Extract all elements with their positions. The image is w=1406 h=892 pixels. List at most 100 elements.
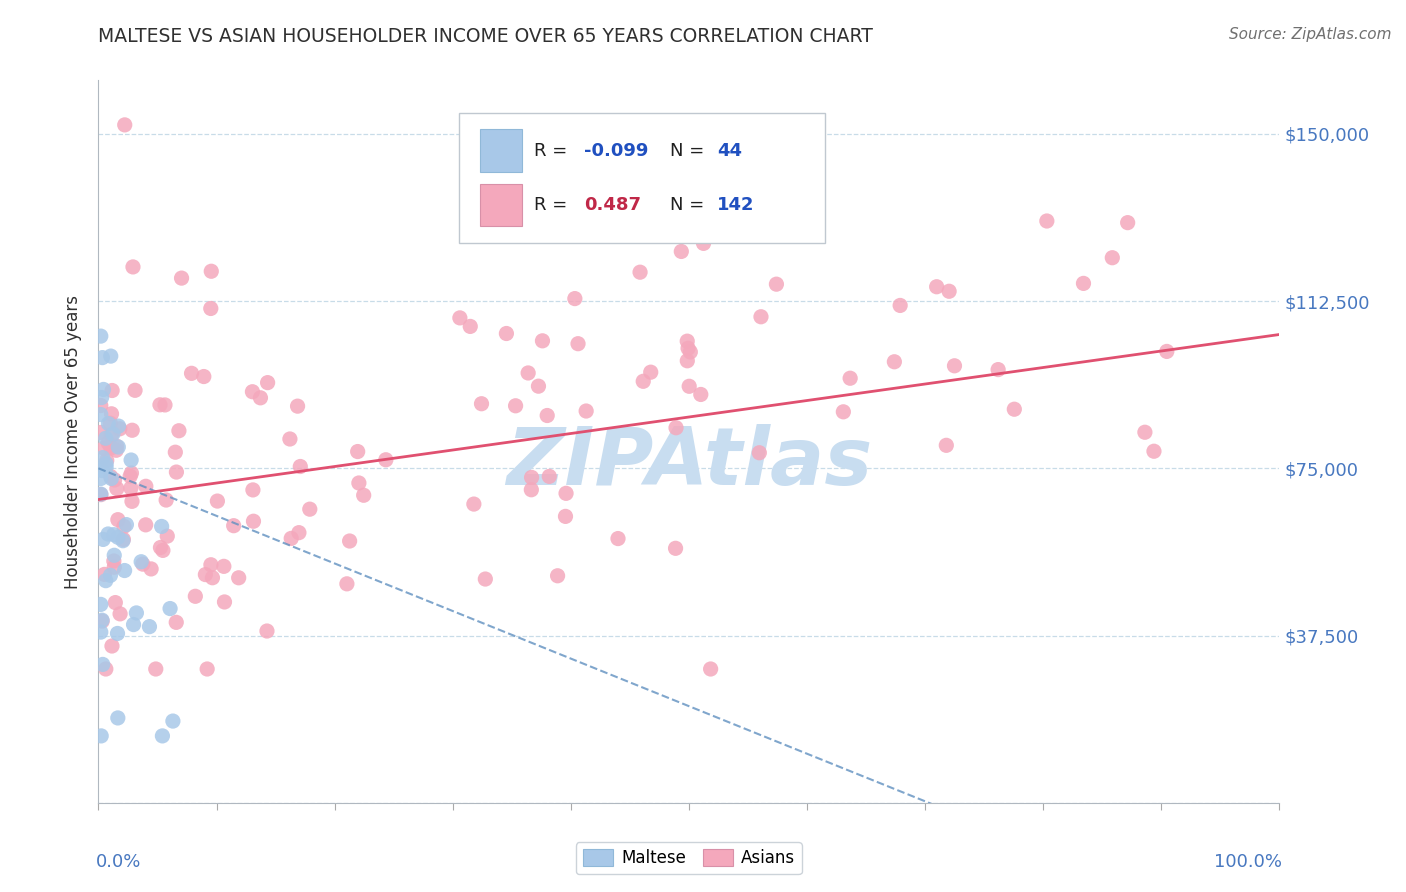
Point — [889, 298, 911, 312]
Point — [91, 450, 114, 465]
Point — [114, 564, 136, 578]
Point — [463, 497, 485, 511]
Point — [607, 532, 630, 546]
Point — [120, 469, 142, 483]
Point — [90, 625, 112, 640]
Point — [353, 488, 375, 502]
Point — [290, 459, 312, 474]
Point — [101, 384, 124, 398]
Point — [165, 615, 187, 630]
Point — [505, 399, 527, 413]
Point — [150, 519, 173, 533]
Point — [664, 541, 686, 556]
Point — [256, 624, 278, 638]
Point — [748, 446, 770, 460]
Point — [105, 482, 128, 496]
FancyBboxPatch shape — [458, 112, 825, 243]
Point — [107, 419, 129, 434]
Point — [107, 530, 129, 544]
Point — [112, 533, 135, 547]
Point — [96, 453, 118, 467]
Point — [152, 729, 174, 743]
Point — [212, 559, 235, 574]
Point — [201, 571, 224, 585]
Point — [298, 502, 321, 516]
Point — [90, 488, 112, 502]
Point — [676, 334, 699, 348]
Point — [242, 483, 264, 497]
Point — [94, 460, 117, 475]
Point — [832, 405, 855, 419]
Point — [288, 525, 311, 540]
Point — [564, 292, 586, 306]
Point — [554, 509, 576, 524]
Point — [1143, 444, 1166, 458]
Point — [105, 443, 128, 458]
Point — [103, 549, 125, 563]
Point — [103, 473, 125, 487]
Point — [108, 422, 131, 436]
Text: 142: 142 — [717, 196, 755, 214]
Point — [538, 469, 561, 483]
Point — [883, 355, 905, 369]
Point — [620, 202, 643, 217]
Point — [100, 407, 122, 421]
Point — [184, 589, 207, 603]
Point — [987, 362, 1010, 376]
Point — [122, 617, 145, 632]
Point — [120, 453, 142, 467]
Point — [90, 329, 112, 343]
Text: 100.0%: 100.0% — [1213, 854, 1282, 871]
Point — [91, 657, 114, 672]
Point — [94, 431, 117, 445]
Point — [155, 493, 177, 508]
Point — [149, 398, 172, 412]
Point — [121, 423, 143, 437]
Point — [256, 376, 278, 390]
Point — [165, 445, 187, 459]
Point — [222, 518, 245, 533]
Point — [280, 532, 302, 546]
Point — [135, 479, 157, 493]
Point — [91, 613, 114, 627]
Point — [347, 475, 370, 490]
Point — [665, 421, 688, 435]
Point — [671, 244, 693, 259]
Point — [278, 432, 301, 446]
Point — [90, 399, 112, 413]
Point — [1036, 214, 1059, 228]
Point — [1133, 425, 1156, 440]
Point — [555, 486, 578, 500]
Point — [100, 440, 122, 454]
Point — [346, 444, 368, 458]
Point — [925, 279, 948, 293]
Point — [943, 359, 966, 373]
Point — [100, 471, 122, 485]
Legend: Maltese, Asians: Maltese, Asians — [576, 842, 801, 874]
Point — [517, 366, 540, 380]
Point — [242, 384, 264, 399]
Point — [520, 483, 543, 497]
Point — [536, 409, 558, 423]
Point — [108, 607, 131, 621]
Point — [200, 264, 222, 278]
Text: ZIPAtlas: ZIPAtlas — [506, 425, 872, 502]
FancyBboxPatch shape — [479, 184, 523, 227]
Point — [640, 365, 662, 379]
Point — [120, 481, 142, 495]
Text: 0.0%: 0.0% — [96, 854, 142, 871]
Point — [103, 560, 125, 574]
Point — [938, 285, 960, 299]
Point — [575, 404, 598, 418]
Point — [214, 595, 236, 609]
Text: R =: R = — [534, 196, 574, 214]
Point — [135, 517, 157, 532]
Point — [527, 379, 550, 393]
Point — [839, 371, 862, 385]
Point — [100, 441, 122, 455]
Point — [107, 440, 129, 454]
Point — [100, 568, 122, 582]
Point — [90, 391, 112, 405]
Point — [180, 367, 202, 381]
Point — [193, 369, 215, 384]
